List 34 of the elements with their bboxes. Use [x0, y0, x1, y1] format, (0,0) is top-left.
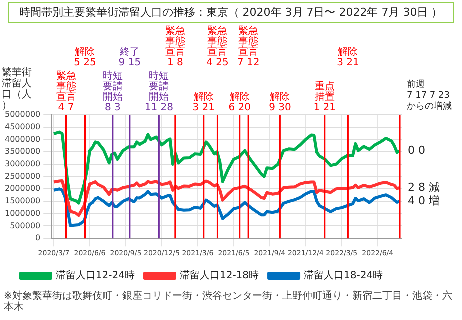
- y-tick-label: 5000000: [4, 110, 41, 120]
- y-tick-label: 500000: [10, 221, 41, 230]
- ref-line-label: 緊急事態宣言 4 7: [56, 70, 76, 114]
- legend-label: 滞留人口12-24時: [56, 270, 135, 282]
- chart-title: 時間帯別主要繁華街滞留人口の推移：東京（ 2020年 3月 7日〜 2022年 7月 30日 ）: [8, 2, 454, 23]
- text: 前週 7 17 7 23 からの増減: [407, 78, 452, 112]
- ref-line-label: 時短要請開始 8 3: [102, 70, 123, 114]
- ref-line-label: 解除 3 21: [192, 91, 216, 114]
- ref-line-label: 終了 9 15: [118, 46, 142, 69]
- ref-line-label: 解除 9 30: [269, 91, 292, 114]
- ref-line-label: 緊急事態宣言 1 8: [165, 25, 186, 69]
- ref-line-label: 解除 6 20: [228, 91, 251, 114]
- ref-line-label: 時短要請開始 11 28: [144, 70, 174, 114]
- annotation: 0 0: [408, 144, 426, 157]
- y-tick-label: 3500000: [4, 147, 41, 156]
- y-tick-label: 1500000: [4, 196, 41, 206]
- y-tick-label: 2500000: [4, 172, 41, 181]
- y-tick-label: 4500000: [4, 122, 41, 132]
- y-axis-title: 繁華街滞留人口（人）: [2, 66, 32, 112]
- legend-label: 滞留人口12-18時: [180, 270, 260, 282]
- annotation: 4 0 増: [408, 194, 440, 208]
- ref-line-label: 緊急事態宣言 7 12: [237, 25, 260, 69]
- y-tick-label: 1000000: [4, 208, 41, 218]
- ref-line-label: 重点措置 1 21: [314, 80, 336, 114]
- ref-line-label: 解除 5 25: [74, 46, 96, 69]
- legend-label: 滞留人口18-24時: [304, 270, 384, 282]
- y-tick-label: 2000000: [4, 184, 41, 194]
- ref-line-label: 解除 3 21: [337, 46, 360, 69]
- ref-line-label: 緊急事態宣言 4 25: [206, 25, 229, 69]
- annotation: 2 8 減: [408, 180, 440, 194]
- y-tick-label: 4000000: [4, 134, 41, 144]
- text: ※対象繁華街は歌舞伎町・銀座コリドー街・渋谷センター街・上野仲町通り・新宿二丁目・池袋・六本木: [3, 291, 454, 313]
- y-tick-label: 3000000: [4, 160, 41, 169]
- y-tick-label: 0: [36, 234, 41, 243]
